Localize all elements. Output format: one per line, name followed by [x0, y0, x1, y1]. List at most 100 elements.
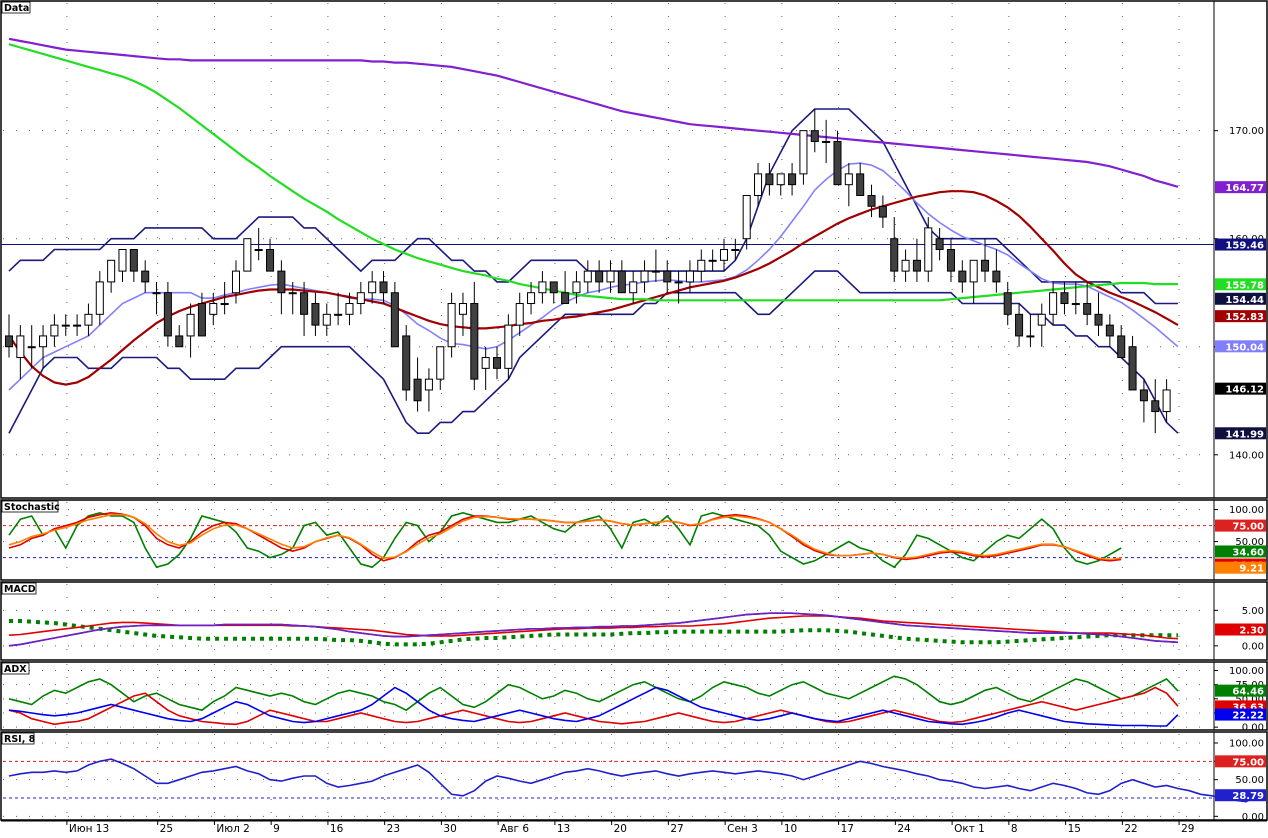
candle	[595, 260, 604, 293]
candle-body	[447, 303, 456, 348]
candle-body	[1015, 313, 1024, 337]
value-tag-bg	[1215, 755, 1266, 768]
panel-title-text: Stochastic	[4, 502, 60, 513]
candle-body	[277, 270, 286, 294]
y-tick-label: 50.00	[1235, 694, 1264, 705]
candle-body	[1003, 292, 1012, 315]
value-tag: 28.79	[1215, 789, 1266, 802]
candle	[322, 303, 331, 336]
series-line-ma-fast	[8, 162, 1179, 391]
value-tag: 152.83	[1215, 310, 1266, 323]
candle	[254, 227, 263, 261]
candle-body	[424, 378, 433, 391]
candle	[788, 163, 797, 196]
candle	[844, 163, 853, 207]
x-tick-label: Сен 3	[727, 823, 758, 834]
candle-body	[50, 324, 59, 337]
value-tag-bg	[1215, 708, 1266, 721]
candle-body	[935, 238, 944, 250]
candle-body	[345, 303, 354, 315]
x-tick-label: 25	[160, 823, 173, 834]
candle-body	[243, 238, 252, 272]
candle	[118, 249, 127, 282]
value-tag-bg	[1215, 427, 1266, 440]
candle-body	[266, 249, 275, 272]
candle-body	[924, 227, 933, 272]
y-tick-label: 0.00	[1242, 723, 1264, 734]
candle	[549, 281, 558, 304]
candle-body	[152, 292, 161, 295]
panel-frame	[0, 731, 1268, 821]
panel-title-box	[1, 500, 59, 513]
candle	[61, 314, 70, 336]
x-tick-label: Окт 1	[954, 823, 985, 834]
candle-body	[992, 270, 1001, 283]
candle-body	[254, 249, 263, 251]
candle	[856, 163, 865, 196]
x-tick-label: 10	[784, 823, 797, 834]
candle	[300, 281, 309, 336]
candle	[697, 249, 706, 282]
panel-title: Stochastic	[1, 500, 60, 513]
candle-body	[810, 130, 819, 142]
candle	[27, 325, 36, 369]
candle-body	[436, 346, 445, 380]
value-tag-bg	[1215, 278, 1266, 291]
candle-body	[629, 281, 638, 294]
candle	[663, 260, 672, 293]
candle	[833, 130, 842, 186]
value-tag: 155.78	[1215, 278, 1266, 291]
candle-body	[95, 281, 104, 315]
x-tick-label: 17	[841, 823, 854, 834]
value-tag-label: 28.79	[1232, 791, 1264, 802]
y-tick-label: 50.00	[1235, 537, 1264, 548]
candle	[527, 281, 536, 315]
candle-body	[549, 281, 558, 294]
series-line-ma-purple	[8, 37, 1179, 188]
candle	[878, 195, 887, 228]
series-line-signal-dotted	[9, 619, 1178, 647]
candle-body	[1049, 292, 1058, 315]
candle-body	[901, 259, 910, 272]
candle-body	[141, 270, 150, 283]
candle	[1071, 281, 1080, 315]
panel-title-box	[1, 732, 35, 745]
x-tick-label: Июн 13	[69, 823, 109, 834]
candle	[447, 292, 456, 358]
candle-body	[209, 303, 218, 315]
candle-body	[356, 292, 365, 305]
candle-body	[1094, 313, 1103, 326]
x-tick-label: 9	[273, 823, 280, 834]
candle	[1128, 335, 1137, 391]
candle-body	[300, 292, 309, 315]
candle	[1105, 314, 1114, 347]
candle	[754, 163, 763, 207]
candle	[345, 292, 354, 326]
x-tick-label: 23	[387, 823, 400, 834]
candle-body	[61, 324, 70, 327]
candle	[220, 281, 229, 315]
candle	[629, 271, 638, 304]
candle-body	[129, 249, 138, 272]
value-tag: 164.77	[1215, 181, 1266, 194]
candle-body	[981, 259, 990, 272]
panel-title-text: MACD	[4, 584, 36, 595]
candle-body	[754, 173, 763, 196]
value-tag-bg	[1215, 684, 1266, 697]
candle-body	[912, 259, 921, 272]
candle	[981, 238, 990, 282]
candle-body	[163, 292, 172, 337]
candle	[16, 325, 25, 380]
candle	[969, 259, 978, 304]
y-tick-label: 100.00	[1229, 505, 1264, 516]
candle-body	[583, 270, 592, 283]
panel-3: 100.0075.0050.0025.000.0064.4636.6322.22…	[0, 661, 1268, 734]
candle	[1049, 281, 1058, 326]
candle-body	[561, 292, 570, 305]
candle-body	[4, 335, 14, 348]
candle-body	[107, 259, 116, 283]
value-tag: 9.21	[1215, 561, 1266, 575]
value-tag-bg	[1215, 545, 1266, 558]
candle-body	[73, 324, 82, 327]
